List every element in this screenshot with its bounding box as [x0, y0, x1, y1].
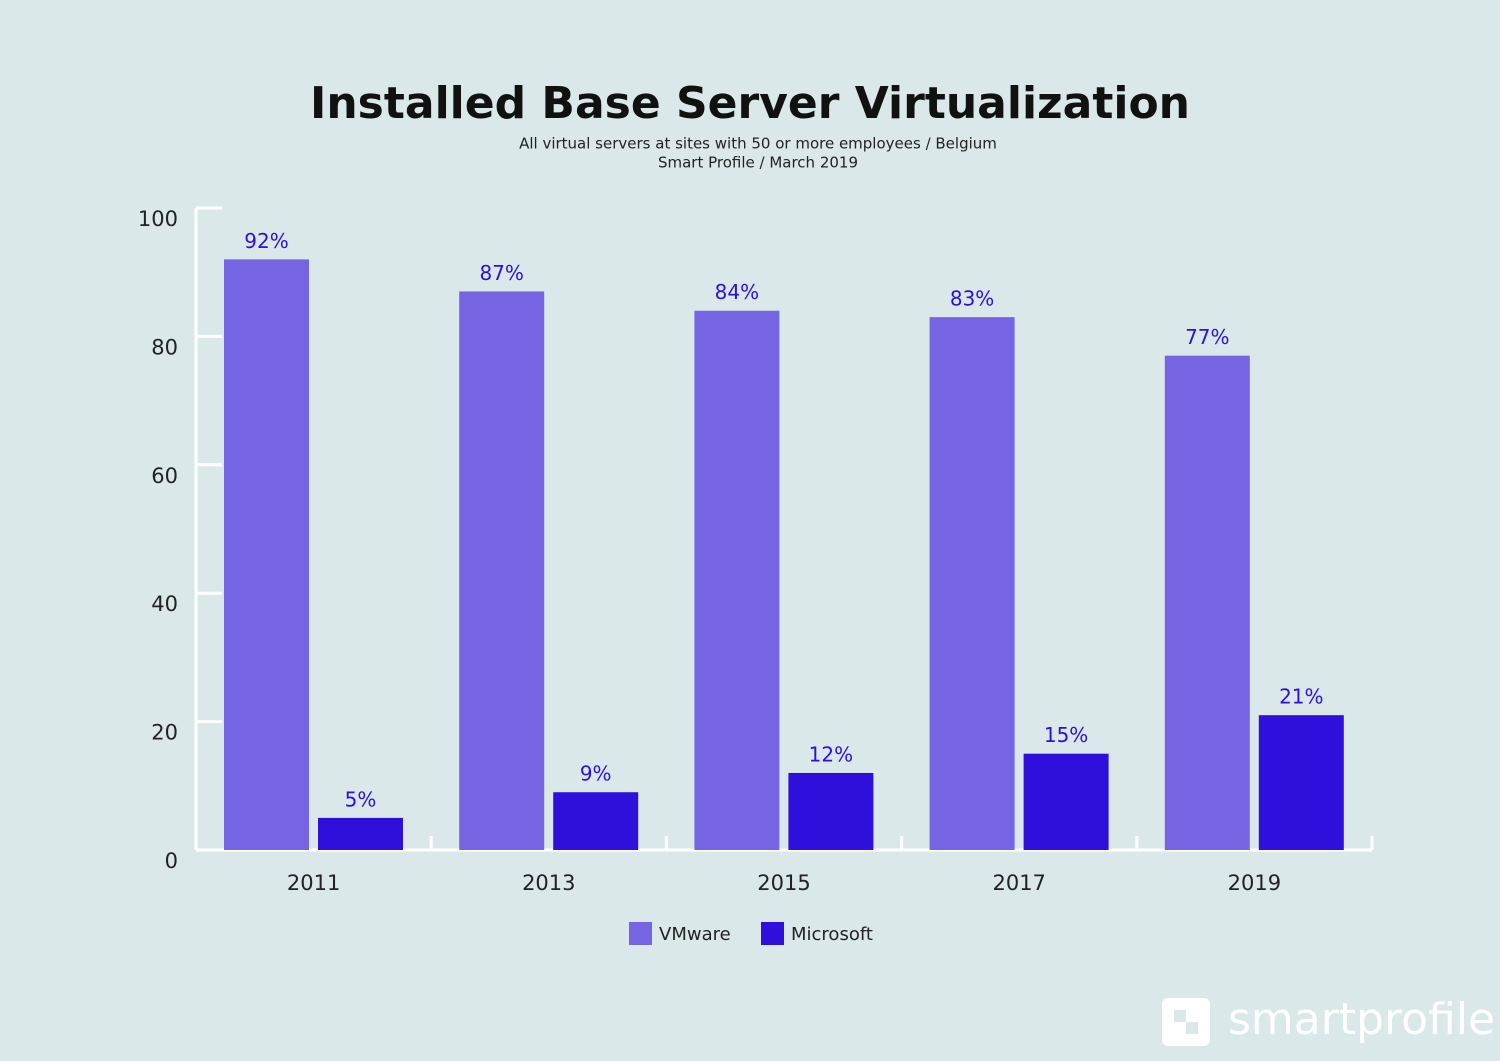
y-tick-label: 100 [138, 207, 178, 231]
legend-label: Microsoft [791, 924, 873, 945]
value-label: 21% [1279, 685, 1323, 709]
logo-text: smartprofile [1228, 994, 1495, 1045]
value-label: 9% [580, 762, 612, 786]
chart-title: Installed Base Server Virtualization [310, 78, 1190, 129]
bar [459, 291, 545, 851]
x-tick-label: 2017 [992, 871, 1045, 895]
bar [694, 310, 780, 851]
value-label: 83% [950, 287, 994, 311]
bar [318, 817, 403, 850]
y-tick-label: 80 [151, 335, 178, 359]
y-tick-label: 40 [151, 592, 178, 616]
x-tick-label: 2011 [287, 871, 340, 895]
y-tick-label: 60 [151, 464, 178, 488]
bar [929, 317, 1015, 850]
legend-swatch [761, 922, 784, 945]
value-label: 12% [809, 742, 853, 766]
y-tick-label: 20 [151, 721, 178, 745]
value-label: 77% [1185, 325, 1229, 349]
legend-swatch [629, 922, 652, 945]
chart-subtitle: All virtual servers at sites with 50 or … [519, 135, 997, 153]
x-tick-label: 2019 [1228, 871, 1281, 895]
bar [224, 259, 309, 850]
logo-icon-cut [1174, 1010, 1186, 1022]
x-tick-label: 2015 [757, 871, 810, 895]
bar [553, 792, 639, 850]
legend-label: VMware [659, 924, 731, 945]
y-tick-label: 0 [165, 849, 178, 873]
value-label: 5% [345, 787, 377, 811]
chart-subtitle: Smart Profile / March 2019 [658, 154, 858, 172]
bar [788, 772, 874, 850]
bar [1258, 715, 1344, 850]
x-tick-label: 2013 [522, 871, 575, 895]
value-label: 87% [479, 261, 523, 285]
value-label: 84% [715, 280, 759, 304]
bar [1023, 753, 1109, 850]
bar [1164, 355, 1250, 850]
logo-icon-cut [1186, 1022, 1198, 1034]
logo: smartprofile [1162, 994, 1495, 1046]
value-label: 15% [1044, 723, 1088, 747]
value-label: 92% [244, 229, 288, 253]
